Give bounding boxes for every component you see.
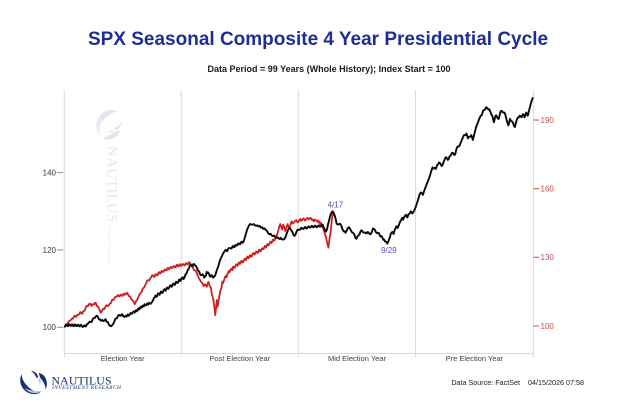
svg-text:SPX Seasonal Composite 4 Year: SPX Seasonal Composite 4 Year Presidenti… bbox=[88, 29, 548, 50]
svg-text:Post Election Year: Post Election Year bbox=[209, 354, 270, 363]
svg-text:Mid Election Year: Mid Election Year bbox=[328, 354, 386, 363]
svg-text:INVESTMENT RESEARCH: INVESTMENT RESEARCH bbox=[51, 385, 122, 391]
svg-text:Data Period = 99 Years (Whole: Data Period = 99 Years (Whole History); … bbox=[208, 64, 451, 74]
svg-text:4/17: 4/17 bbox=[328, 201, 344, 210]
svg-text:Pre Election Year: Pre Election Year bbox=[446, 354, 504, 363]
svg-text:9/29: 9/29 bbox=[381, 246, 397, 255]
svg-text:NAUTILUS: NAUTILUS bbox=[104, 146, 120, 223]
svg-text:Data Source: FactSet 04/15/: Data Source: FactSet 04/15/2026 07:58 bbox=[451, 378, 584, 387]
svg-text:100: 100 bbox=[43, 323, 57, 332]
svg-text:140: 140 bbox=[43, 169, 57, 178]
svg-text:INVESTMENT RESEARCH: INVESTMENT RESEARCH bbox=[108, 224, 112, 267]
svg-text:100: 100 bbox=[541, 322, 555, 331]
svg-text:NAUTILUS: NAUTILUS bbox=[52, 374, 112, 388]
svg-text:190: 190 bbox=[541, 116, 555, 125]
svg-text:Election Year: Election Year bbox=[101, 354, 145, 363]
svg-text:160: 160 bbox=[541, 185, 555, 194]
svg-text:130: 130 bbox=[541, 253, 555, 262]
svg-text:120: 120 bbox=[43, 246, 57, 255]
